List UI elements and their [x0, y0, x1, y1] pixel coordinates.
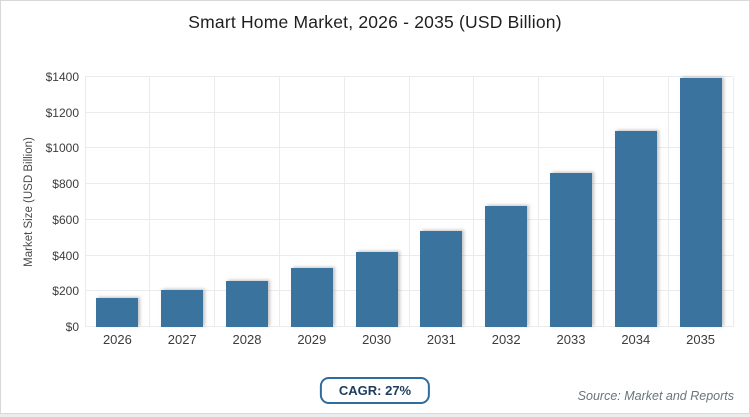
bar-2035 [679, 77, 722, 327]
x-axis-labels: 2026 2027 2028 2029 2030 2031 2032 2033 2034 2035 [85, 332, 733, 354]
x-tick-label: 2032 [491, 332, 521, 347]
v-gridline [473, 77, 475, 327]
bar-2030 [355, 252, 398, 327]
h-gridline [85, 76, 733, 77]
bar-2026 [96, 298, 139, 327]
y-tick-label: $0 [65, 320, 79, 334]
x-tick-label: 2027 [167, 332, 197, 347]
x-tick-label: 2034 [621, 332, 651, 347]
v-gridline [343, 77, 345, 327]
x-tick-label: 2026 [102, 332, 132, 347]
y-axis-tick-labels: $0 $200 $400 $600 $800 $1000 $1200 $1400 [1, 70, 79, 334]
v-gridline [408, 77, 410, 327]
chart-title: Smart Home Market, 2026 - 2035 (USD Bill… [188, 12, 562, 32]
v-gridline [84, 77, 86, 327]
x-tick-label: 2029 [297, 332, 327, 347]
v-gridline [538, 77, 540, 327]
y-tick-label: $600 [52, 212, 79, 227]
cagr-label: CAGR: 27% [338, 383, 412, 398]
bar-2031 [420, 231, 463, 327]
v-gridline [214, 77, 216, 327]
x-tick-label: 2028 [232, 332, 262, 347]
source-note: Source: Market and Reports [577, 389, 734, 403]
y-tick-label: $400 [52, 248, 79, 263]
v-gridline [732, 77, 734, 327]
bar-2033 [550, 173, 592, 327]
v-gridline [278, 77, 280, 327]
x-tick-label: 2030 [362, 332, 392, 347]
v-gridline [602, 77, 604, 327]
plot-area [84, 76, 734, 327]
bar-2028 [226, 280, 268, 327]
x-tick-label: 2033 [556, 332, 586, 347]
y-tick-label: $1000 [45, 141, 79, 156]
v-gridline [149, 77, 151, 327]
x-tick-label: 2031 [426, 332, 456, 347]
y-tick-label: $1400 [45, 70, 79, 84]
x-tick-label: 2035 [686, 332, 716, 347]
bar-2029 [290, 268, 333, 327]
cagr-badge: CAGR: 27% [319, 377, 431, 404]
y-tick-label: $800 [52, 177, 79, 192]
bar-2034 [614, 130, 657, 327]
bar-2032 [485, 205, 528, 327]
v-gridline [667, 77, 669, 327]
y-tick-label: $200 [52, 284, 79, 299]
y-tick-label: $1200 [45, 105, 79, 120]
bar-2027 [161, 290, 204, 327]
